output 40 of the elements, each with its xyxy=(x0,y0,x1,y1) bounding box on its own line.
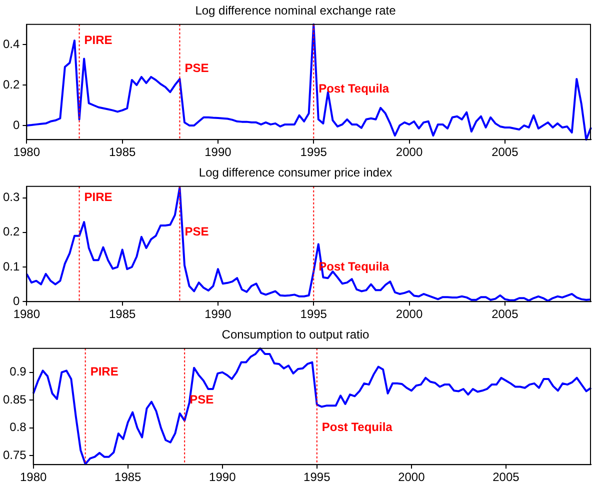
y-tick-label: 0.3 xyxy=(2,190,20,204)
x-tick-label: 1995 xyxy=(304,470,331,484)
x-tick-label: 2000 xyxy=(396,307,423,322)
x-tick-label: 2000 xyxy=(398,470,426,484)
annotation: PIRE xyxy=(84,32,112,47)
x-tick-label: 1980 xyxy=(13,145,40,160)
annotation: PSE xyxy=(184,224,209,239)
annotation: Post Tequila xyxy=(322,420,393,434)
annotation: Post Tequila xyxy=(318,81,390,96)
x-tick-label: 2005 xyxy=(492,145,519,160)
x-tick-label: 2005 xyxy=(492,307,519,322)
y-tick-label: 0.75 xyxy=(2,448,27,462)
x-tick-label: 2005 xyxy=(492,470,520,484)
x-tick-label: 1985 xyxy=(108,145,136,160)
y-tick-label: 0.1 xyxy=(2,259,20,274)
x-tick-label: 2000 xyxy=(396,145,423,160)
x-tick-label: 1995 xyxy=(300,307,328,322)
y-tick-label: 0 xyxy=(12,294,20,308)
chart-title: Log difference nominal exchange rate xyxy=(195,4,396,18)
x-tick-label: 1985 xyxy=(108,307,136,322)
y-tick-label: 0.9 xyxy=(10,364,27,379)
annotation: PIRE xyxy=(84,190,112,204)
y-tick-label: 0.4 xyxy=(2,36,20,51)
x-tick-label: 1990 xyxy=(204,145,232,160)
x-tick-label: 1995 xyxy=(300,145,328,160)
y-tick-label: 0.85 xyxy=(2,392,27,406)
x-tick-label: 1990 xyxy=(204,307,232,322)
annotation: PSE xyxy=(190,392,214,406)
y-tick-label: 0.8 xyxy=(10,420,27,434)
x-tick-label: 1980 xyxy=(20,470,48,484)
y-tick-label: 0 xyxy=(12,118,20,132)
chart-title: Consumption to output ratio xyxy=(222,328,370,342)
annotation: PSE xyxy=(184,61,209,76)
y-tick-label: 0.2 xyxy=(2,77,20,92)
x-tick-label: 1985 xyxy=(114,470,142,484)
x-tick-label: 1990 xyxy=(209,470,236,484)
chart-title: Log difference consumer price index xyxy=(198,166,392,180)
annotation: PIRE xyxy=(90,364,118,379)
y-tick-label: 0.2 xyxy=(2,224,20,239)
x-tick-label: 1980 xyxy=(13,307,40,322)
